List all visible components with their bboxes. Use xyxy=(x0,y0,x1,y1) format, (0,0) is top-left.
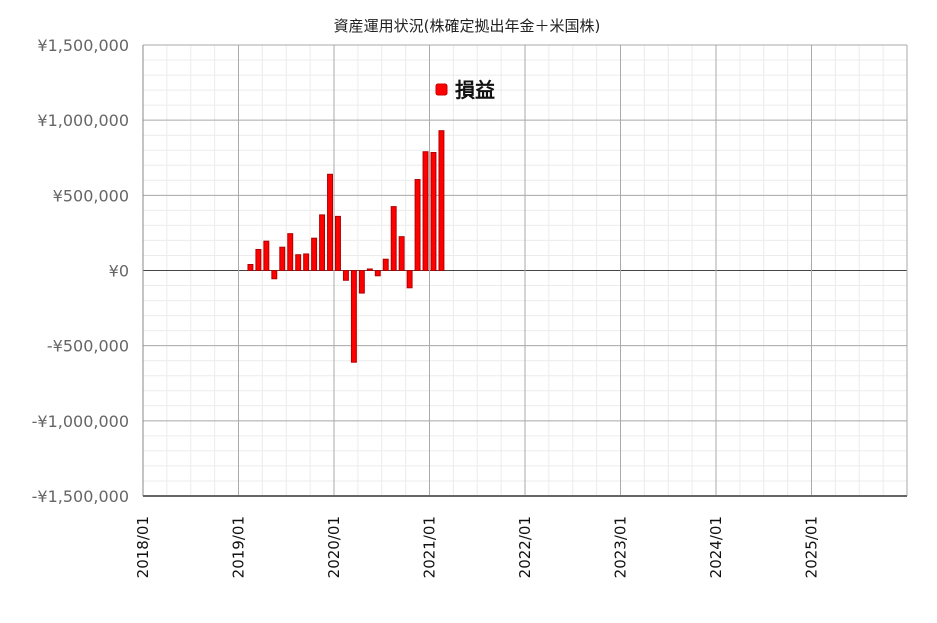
bar xyxy=(414,179,421,272)
x-tick-label: 2021/01 xyxy=(421,516,439,578)
bar xyxy=(398,236,405,272)
x-tick-label: 2023/01 xyxy=(612,516,630,578)
bar xyxy=(358,270,365,294)
bar xyxy=(279,246,286,271)
y-tick-label: ¥0 xyxy=(109,262,129,281)
bar xyxy=(295,254,302,271)
bar xyxy=(303,253,310,271)
bar xyxy=(366,268,373,272)
bar xyxy=(327,173,333,271)
bar xyxy=(382,258,389,272)
x-tick-label: 2025/01 xyxy=(803,516,821,578)
bar xyxy=(406,270,413,289)
bars xyxy=(247,130,445,363)
legend: 損益 xyxy=(435,78,495,102)
y-axis: ¥1,500,000 ¥1,000,000 ¥500,000 ¥0 -¥500,000 -… xyxy=(32,36,129,506)
bar xyxy=(263,240,270,271)
grid xyxy=(142,44,908,497)
x-tick-label: 2020/01 xyxy=(325,516,343,578)
x-tick-label: 2018/01 xyxy=(134,516,152,578)
legend-swatch xyxy=(435,83,448,96)
bar xyxy=(319,214,326,271)
y-tick-label: ¥1,500,000 xyxy=(37,36,129,55)
chart-title: 資産運用状況(株確定拠出年金＋米国株) xyxy=(334,17,601,35)
bar xyxy=(287,233,294,271)
bar xyxy=(311,237,318,271)
y-tick-label: ¥500,000 xyxy=(53,186,129,205)
bar xyxy=(430,151,437,271)
bar xyxy=(422,151,429,271)
bar xyxy=(390,206,397,272)
legend-label: 損益 xyxy=(455,78,495,102)
y-tick-label: -¥500,000 xyxy=(47,337,129,356)
bar xyxy=(335,215,341,272)
y-tick-label: ¥1,000,000 xyxy=(37,111,129,130)
x-tick-label: 2024/01 xyxy=(707,516,725,578)
bar xyxy=(350,270,357,363)
y-tick-label: -¥1,500,000 xyxy=(32,487,129,506)
bar xyxy=(438,130,445,271)
bar xyxy=(342,270,349,281)
bar xyxy=(247,263,254,271)
x-tick-label: 2022/01 xyxy=(516,516,534,578)
bar xyxy=(255,248,262,272)
x-tick-label: 2019/01 xyxy=(230,516,248,578)
y-tick-label: -¥1,000,000 xyxy=(32,412,129,431)
bar xyxy=(374,270,381,277)
x-axis: 2018/01 2019/01 2020/01 2021/01 2022/01 2023/… xyxy=(134,516,821,578)
bar xyxy=(271,270,278,280)
